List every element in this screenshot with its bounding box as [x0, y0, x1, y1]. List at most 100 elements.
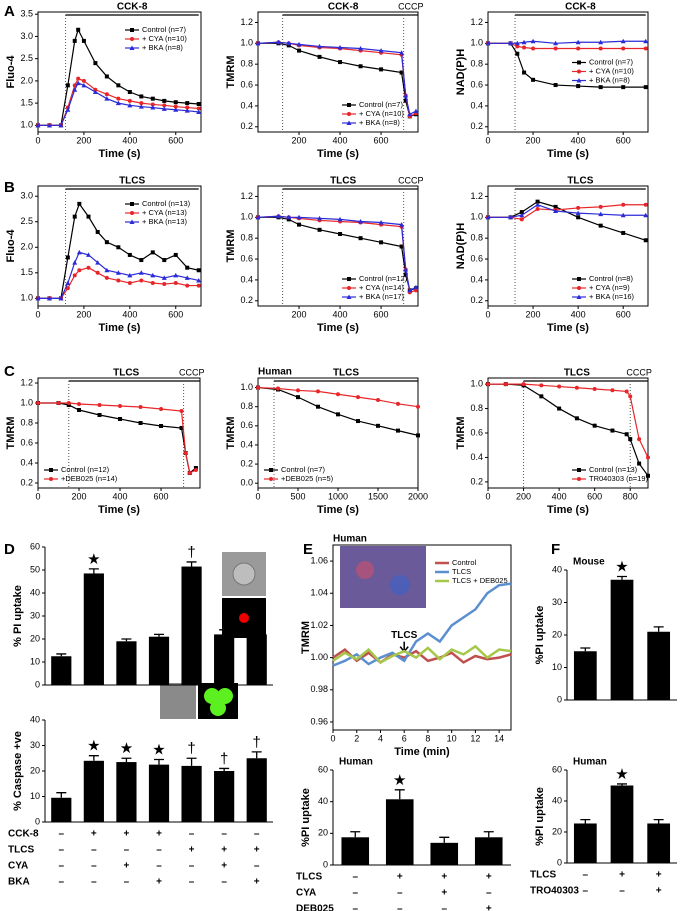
y-tick-label: 3.0	[20, 191, 33, 201]
significance-mark: ★	[615, 766, 628, 783]
marker	[399, 50, 405, 55]
marker	[358, 46, 364, 51]
x-tick-label: 600	[154, 491, 169, 501]
legend-label: +DEB025 (n=5)	[281, 474, 334, 483]
marker	[598, 85, 603, 90]
y-axis-label: TMRM	[225, 56, 237, 89]
marker	[486, 382, 490, 387]
marker	[185, 101, 190, 106]
marker	[161, 106, 167, 111]
legend-label: + CYA (n=10)	[142, 34, 187, 43]
legend-label: TLCS + DEB025	[452, 576, 508, 585]
marker	[72, 87, 78, 92]
y-tick-label: 60	[552, 764, 562, 774]
marker	[336, 392, 340, 397]
marker	[65, 255, 70, 260]
marker	[646, 473, 650, 478]
marker	[598, 204, 603, 209]
treatment-sign: –	[441, 904, 447, 911]
significance-mark: ★	[393, 772, 406, 789]
significance-mark: †	[220, 750, 228, 767]
marker	[49, 477, 53, 481]
treatment-sign: +	[397, 872, 403, 883]
bar	[341, 837, 370, 865]
y-tick-label: 1.2	[20, 377, 33, 387]
y-tick-label: 0	[35, 816, 40, 826]
marker	[81, 38, 86, 43]
treatment-sign: –	[352, 872, 358, 883]
y-tick-label: 0.98	[310, 684, 328, 694]
marker	[58, 122, 64, 128]
y-tick-label: 0.6	[20, 437, 33, 447]
error-bar	[56, 653, 67, 657]
y-tick-label: 0.8	[240, 59, 253, 69]
marker	[276, 386, 280, 391]
marker	[347, 277, 351, 281]
marker	[574, 385, 579, 390]
y-tick-label: 10	[30, 656, 40, 666]
marker	[127, 272, 133, 278]
marker	[297, 48, 302, 53]
x-axis-label: Time (s)	[547, 148, 589, 160]
y-tick-label: 0.4	[20, 457, 33, 467]
cell	[356, 561, 374, 579]
error-bar	[439, 836, 450, 843]
marker	[624, 432, 629, 437]
treatment-label: TLCS	[296, 872, 322, 883]
treatment-label: TLCS	[8, 845, 34, 856]
marker	[65, 280, 71, 286]
legend-label: Control (n=7)	[281, 465, 325, 474]
marker	[416, 433, 420, 438]
x-tick-label: 200	[526, 309, 541, 319]
y-tick-label: 0.2	[470, 295, 483, 305]
bar	[181, 765, 202, 822]
marker	[379, 240, 384, 245]
treatment-sign: –	[221, 877, 227, 888]
marker	[127, 281, 132, 286]
marker	[129, 45, 135, 50]
y-tick-label: 1.0	[20, 293, 33, 303]
treatment-sign: –	[397, 904, 403, 911]
marker	[76, 76, 81, 81]
marker	[129, 219, 135, 224]
marker	[286, 214, 292, 220]
stimulus-label: CCK-8	[328, 2, 359, 13]
marker	[621, 202, 626, 207]
treatment-sign: –	[91, 861, 97, 872]
significance-mark: ★	[120, 740, 133, 757]
marker	[403, 92, 409, 98]
x-tick-label: 1000	[328, 491, 348, 501]
marker	[95, 270, 100, 275]
marker	[138, 405, 143, 409]
y-tick-label: 0.4	[470, 452, 483, 462]
treatment-sign: –	[59, 829, 65, 840]
x-axis-label: Time (min)	[394, 746, 450, 758]
significance-mark: ★	[615, 558, 628, 575]
marker	[86, 265, 91, 270]
marker	[508, 214, 514, 220]
legend-label: + CYA (n=10)	[359, 109, 404, 118]
x-tick-label: 400	[122, 309, 137, 319]
marker	[576, 46, 581, 51]
marker	[574, 416, 579, 421]
error-bar	[251, 751, 262, 759]
treatment-sign: –	[91, 877, 97, 888]
y-tick-label: 1.0	[470, 212, 483, 222]
cell	[210, 700, 226, 716]
marker	[577, 286, 581, 290]
marker	[576, 78, 582, 83]
stimulus-label: CCCP	[398, 1, 424, 11]
brightfield-inset	[160, 683, 196, 719]
legend-label: + BKA (n=8)	[359, 118, 400, 127]
marker	[187, 471, 192, 475]
y-tick-label: 0.2	[240, 295, 253, 305]
treatment-sign: +	[221, 861, 227, 872]
y-tick-label: 30	[30, 740, 40, 750]
series-line	[488, 42, 646, 50]
marker	[77, 201, 82, 206]
marker	[514, 40, 520, 46]
legend-label: + CYA (n=13)	[142, 208, 187, 217]
marker	[557, 406, 562, 411]
y-tick-label: 1.2	[240, 191, 253, 201]
panel-label: C	[4, 363, 15, 380]
